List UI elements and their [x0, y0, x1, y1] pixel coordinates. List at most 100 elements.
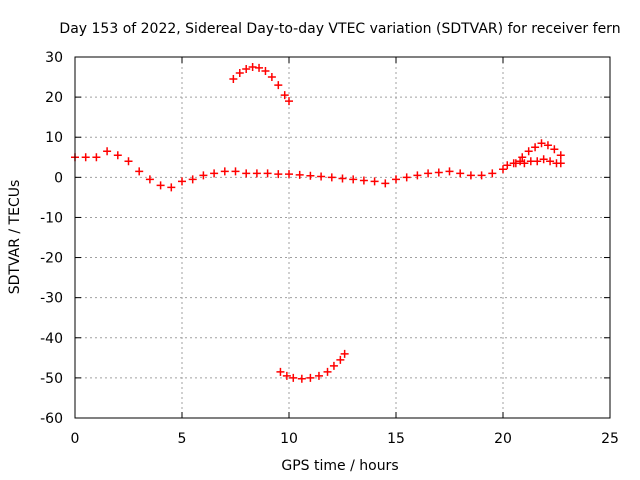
data-point	[263, 169, 272, 178]
data-point	[537, 139, 546, 148]
data-point	[306, 373, 315, 382]
data-point	[124, 157, 133, 166]
data-point	[113, 151, 122, 160]
plot-frame	[74, 56, 611, 419]
y-tick-label: 20	[45, 90, 63, 106]
series-late-rising-branch	[511, 139, 565, 168]
data-point	[531, 143, 540, 152]
x-tick-label: 5	[178, 431, 187, 447]
data-point	[81, 153, 90, 162]
data-point	[550, 145, 559, 154]
data-point	[285, 170, 293, 179]
data-point	[349, 175, 358, 184]
data-point	[242, 65, 251, 74]
data-point	[488, 169, 497, 178]
data-point	[280, 91, 289, 100]
data-point	[220, 167, 229, 176]
data-point	[261, 67, 270, 76]
data-point	[340, 349, 349, 358]
y-tick-label: -10	[40, 210, 63, 226]
chart-title: Day 153 of 2022, Sidereal Day-to-day VTE…	[59, 21, 620, 37]
data-point	[229, 75, 238, 84]
data-point	[434, 168, 443, 177]
data-point	[92, 153, 101, 162]
data-point	[338, 174, 347, 183]
data-point	[297, 374, 306, 383]
axis-ticks: 0 5 10 15 20 25 -60 -50 -40 -30 -20 -10 0 10 20 30	[40, 50, 619, 447]
series-main-trace	[71, 147, 507, 192]
data-point	[235, 69, 244, 78]
data-point	[327, 173, 336, 182]
data-points	[71, 63, 565, 383]
y-tick-label: 30	[45, 50, 63, 66]
data-point	[392, 175, 400, 184]
y-tick-label: -40	[40, 331, 63, 347]
x-tick-label: 0	[71, 431, 80, 447]
data-point	[199, 171, 208, 180]
data-point	[295, 170, 304, 179]
data-point	[242, 169, 251, 178]
data-point	[520, 159, 529, 168]
data-point	[477, 171, 486, 180]
series-lower-arc	[276, 349, 349, 383]
data-point	[381, 179, 390, 188]
data-point	[466, 171, 475, 180]
data-point	[503, 161, 512, 170]
data-point	[231, 167, 240, 176]
x-tick-label: 10	[280, 431, 298, 447]
data-point	[402, 173, 411, 182]
data-point	[543, 141, 552, 150]
y-tick-label: -20	[40, 251, 63, 267]
y-tick-label: 10	[45, 130, 63, 146]
data-point	[359, 176, 368, 185]
y-tick-label: 0	[54, 170, 63, 186]
data-point	[556, 159, 565, 168]
data-point	[178, 177, 186, 186]
data-point	[314, 371, 323, 380]
data-point	[282, 371, 291, 380]
x-tick-label: 15	[387, 431, 405, 447]
data-point	[255, 63, 264, 72]
data-point	[546, 157, 555, 166]
y-tick-label: -60	[40, 411, 63, 427]
data-point	[306, 171, 315, 180]
x-axis-label: GPS time / hours	[281, 458, 398, 474]
data-point	[167, 183, 176, 192]
data-point	[499, 165, 507, 174]
x-tick-label: 25	[601, 431, 619, 447]
data-point	[533, 157, 542, 166]
data-point	[317, 172, 326, 181]
data-point	[248, 63, 257, 72]
data-point	[252, 169, 261, 178]
y-tick-label: -30	[40, 291, 63, 307]
data-point	[413, 171, 422, 180]
data-point	[188, 175, 197, 184]
data-point	[518, 153, 527, 162]
data-point	[274, 170, 283, 179]
data-point	[329, 361, 338, 370]
data-point	[103, 147, 112, 156]
data-point	[267, 73, 276, 82]
data-point	[511, 159, 520, 168]
data-point	[370, 177, 379, 186]
data-point	[456, 169, 465, 178]
data-point	[285, 97, 293, 106]
data-point	[145, 175, 154, 184]
data-point	[323, 367, 332, 376]
data-point	[276, 367, 285, 376]
data-point	[336, 355, 345, 364]
data-point	[445, 167, 454, 176]
y-axis-label: SDTVAR / TECUs	[7, 180, 23, 295]
data-point	[135, 167, 144, 176]
data-point	[516, 157, 525, 166]
x-tick-label: 20	[494, 431, 512, 447]
data-point	[289, 373, 298, 382]
grid	[75, 57, 610, 418]
data-point	[539, 155, 548, 164]
data-point	[556, 151, 565, 160]
y-tick-label: -50	[40, 371, 63, 387]
series-late-segment	[503, 155, 565, 170]
data-point	[524, 147, 533, 156]
data-point	[274, 81, 283, 90]
